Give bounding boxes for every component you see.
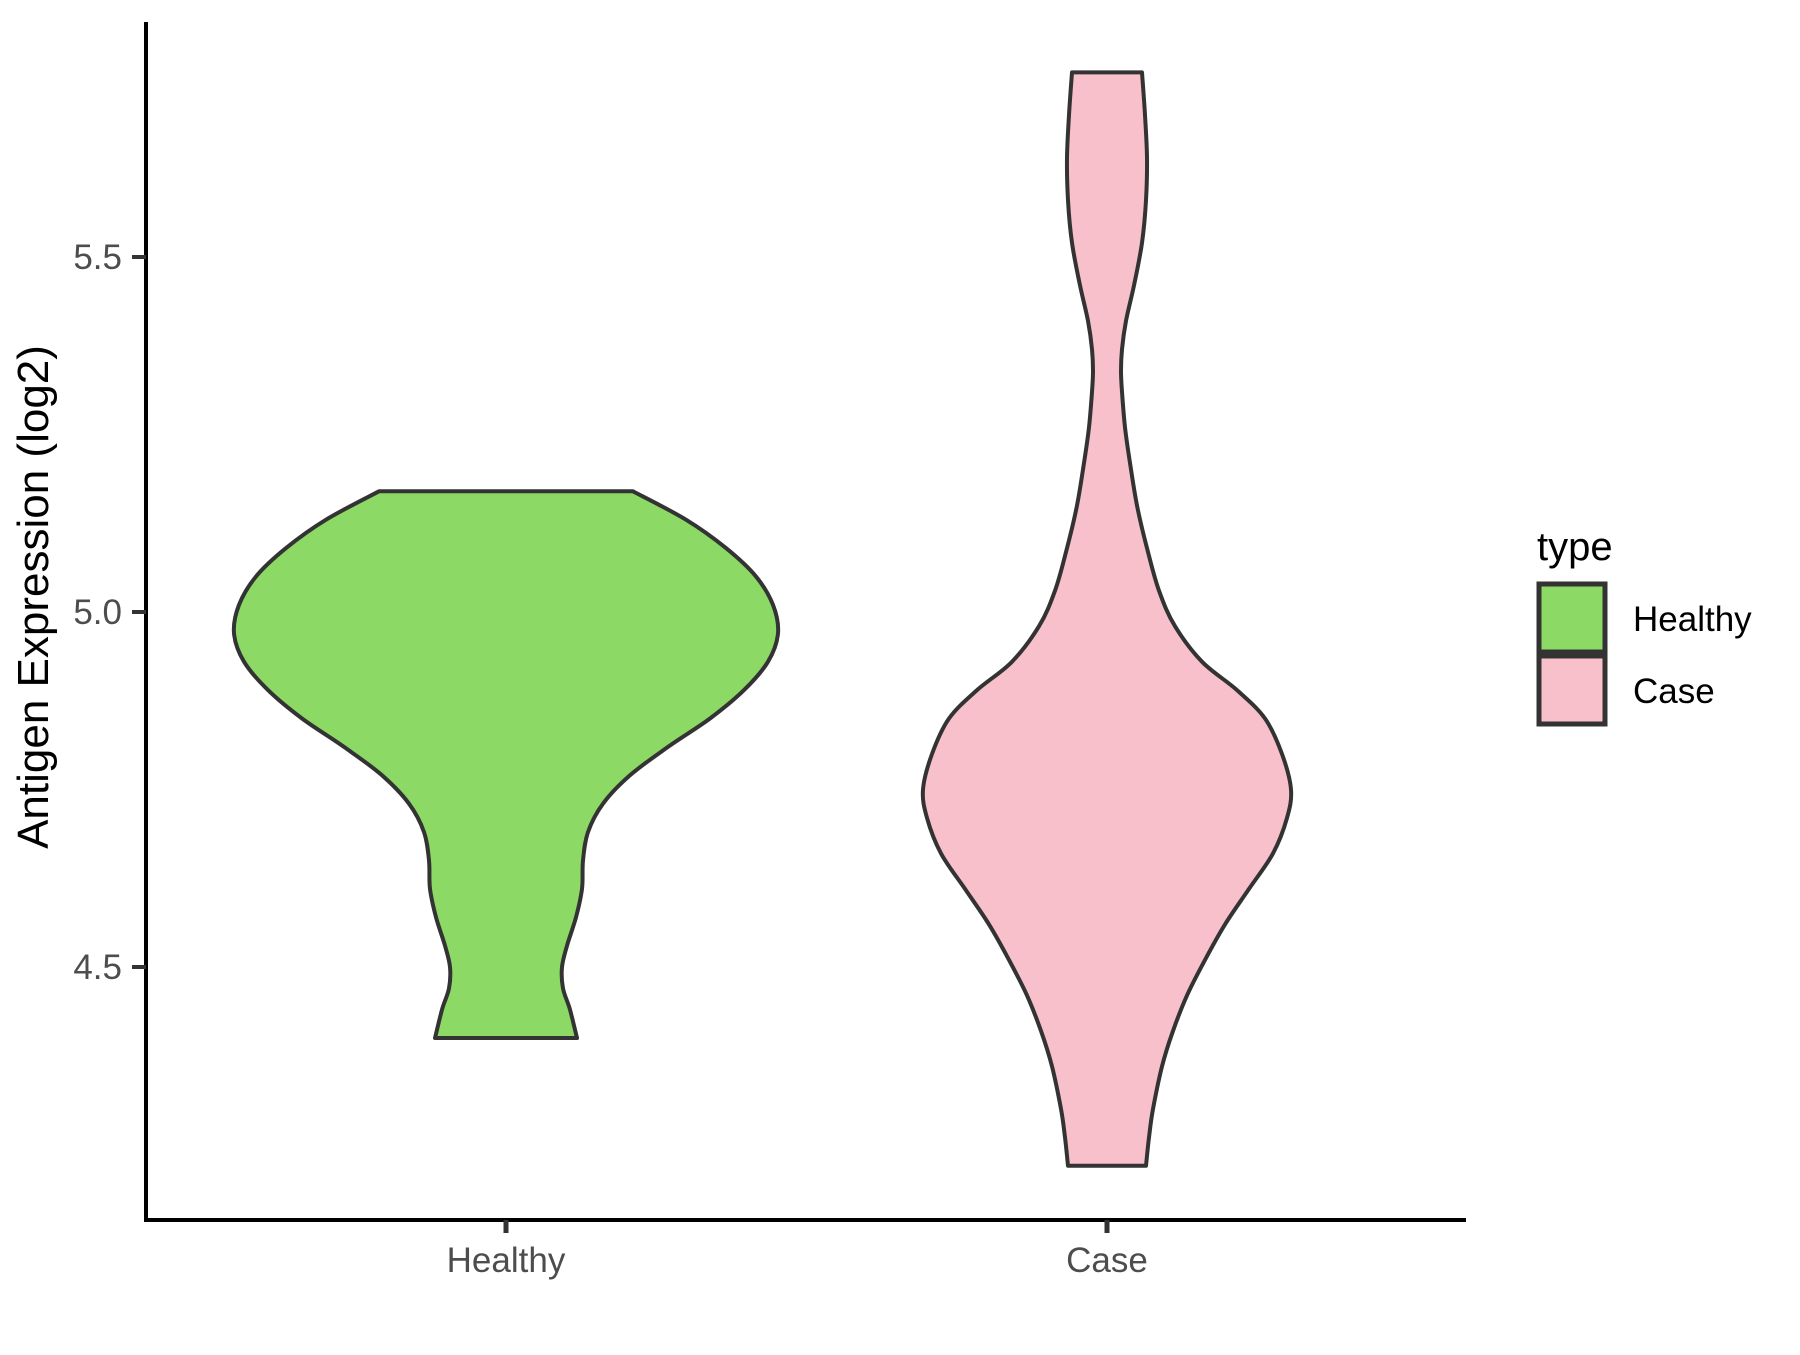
violins-layer — [231, 70, 1294, 1168]
y-axis-ticks: 5.5 5.0 4.5 — [73, 238, 146, 987]
violin-case — [920, 70, 1294, 1168]
legend-title: type — [1537, 525, 1613, 569]
violin-healthy — [231, 489, 781, 1040]
y-tick-label: 5.5 — [73, 238, 122, 277]
y-tick-label: 5.0 — [73, 593, 122, 632]
y-tick-label: 4.5 — [73, 948, 122, 987]
legend-key-healthy-swatch — [1536, 581, 1608, 655]
legend: type Healthy Case — [1536, 525, 1752, 727]
legend-key-case-swatch — [1536, 653, 1608, 727]
legend-label-healthy: Healthy — [1633, 600, 1752, 639]
x-category-label: Healthy — [447, 1241, 566, 1280]
x-axis-ticks: Healthy Case — [447, 1220, 1148, 1280]
x-category-label: Case — [1066, 1241, 1148, 1280]
legend-label-case: Case — [1633, 672, 1715, 711]
y-axis-title: Antigen Expression (log2) — [9, 345, 58, 849]
